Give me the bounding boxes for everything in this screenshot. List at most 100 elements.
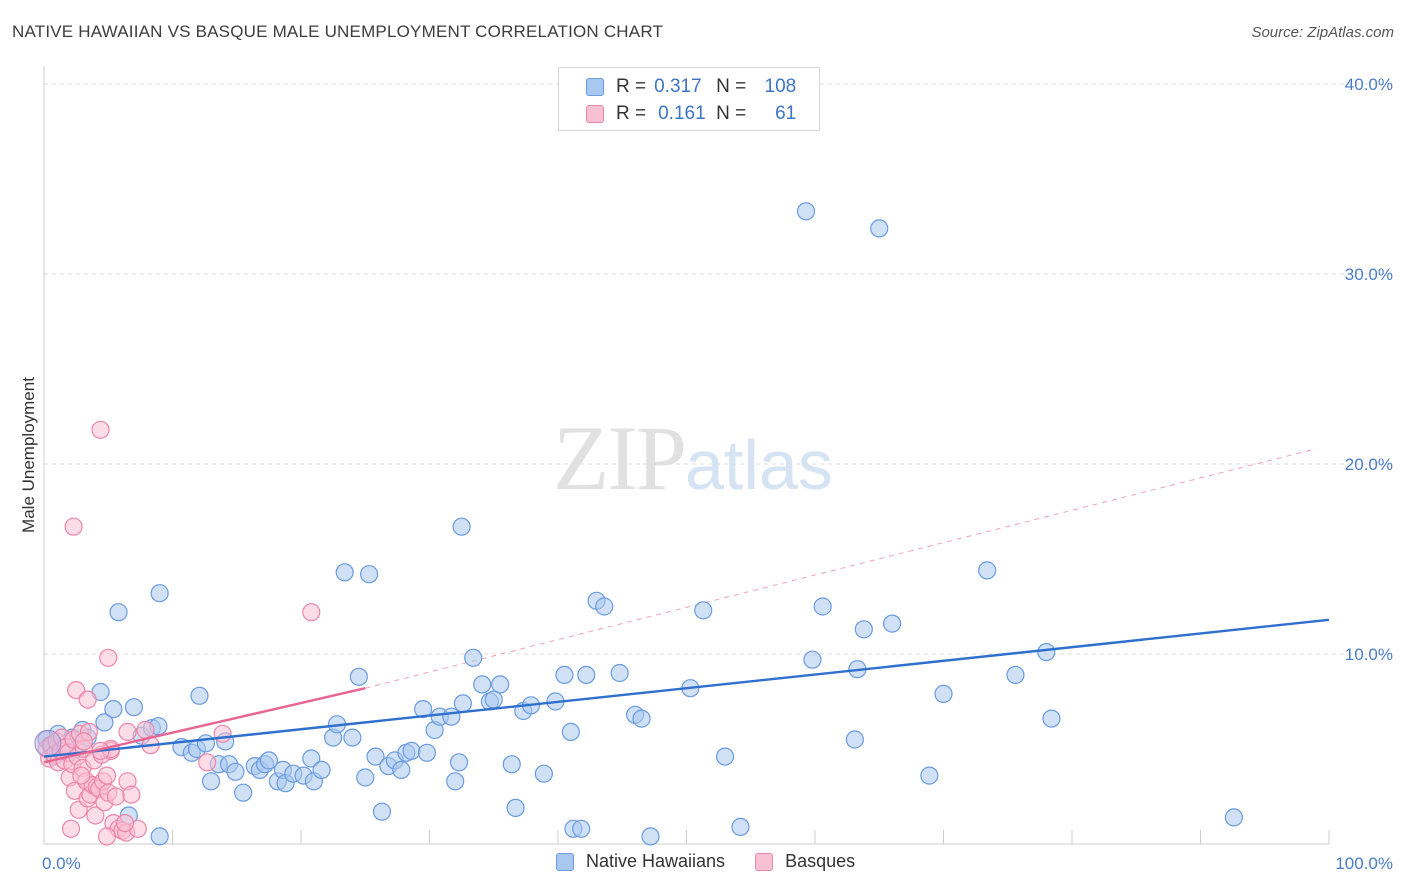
native-hawaiian-point xyxy=(534,764,553,783)
native-hawaiian-point xyxy=(803,650,822,669)
native-hawaiian-point xyxy=(302,749,321,768)
native-hawaiian-point xyxy=(104,699,123,719)
native-hawaiian-point xyxy=(234,783,253,802)
series-legend-native-hawaiians: Native Hawaiians xyxy=(556,851,725,872)
legend-n-value: 61 xyxy=(775,103,797,124)
tick-labels: 10.0% 20.0% 30.0% 40.0% 0.0% 100.0% xyxy=(42,75,1393,873)
native-hawaiian-point xyxy=(473,675,492,694)
basque-point xyxy=(115,813,135,833)
chart-title: NATIVE HAWAIIAN VS BASQUE MALE UNEMPLOYM… xyxy=(12,22,664,41)
basque-point xyxy=(61,819,81,838)
basque-point xyxy=(78,690,97,709)
watermark-atlas: atlas xyxy=(685,426,833,504)
native-hawaiian-point xyxy=(502,755,521,774)
points xyxy=(34,202,1330,846)
y-axis-title: Male Unemployment xyxy=(19,377,38,533)
native-hawaiian-point xyxy=(343,728,362,747)
native-hawaiian-point xyxy=(506,798,525,818)
native-hawaiian-point xyxy=(402,741,421,761)
basque-point xyxy=(198,753,217,772)
basque-point xyxy=(106,787,126,806)
x-tick-label: 0.0% xyxy=(42,854,81,873)
basque-point xyxy=(97,766,117,785)
native-hawaiian-point xyxy=(449,753,469,772)
series-legend-basques: Basques xyxy=(755,851,855,872)
native-hawaiian-point xyxy=(464,648,483,667)
legend-n-value: 108 xyxy=(764,76,797,97)
legend: R = 0.317 N = 108 R = 0.161 N = 61 xyxy=(558,67,820,131)
native-hawaiian-point xyxy=(109,603,128,622)
legend-r-value: 0.161 xyxy=(658,103,706,124)
grid xyxy=(44,83,1394,655)
basque-point xyxy=(72,766,91,785)
y-tick-label: 30.0% xyxy=(1345,265,1393,284)
basque-point xyxy=(64,517,83,536)
basque-point xyxy=(213,724,232,743)
legend-swatch-pink xyxy=(586,105,604,123)
basque-point xyxy=(97,827,117,846)
native-hawaiian-point xyxy=(366,747,385,766)
native-hawaiian-point xyxy=(715,747,735,766)
legend-row-native-hawaiians: R = 0.317 N = 108 xyxy=(559,74,796,100)
native-hawaiian-point xyxy=(452,517,471,536)
native-hawaiian-point xyxy=(150,827,169,846)
legend-r-label: R = xyxy=(616,76,647,97)
legend-n-label: N = xyxy=(716,103,747,124)
basque-point xyxy=(118,722,137,742)
native-hawaiian-point xyxy=(882,614,902,633)
native-hawaiian-point xyxy=(1037,642,1056,662)
trend-lines xyxy=(365,448,1317,689)
native-hawaiian-point xyxy=(854,620,873,639)
native-hawaiian-point xyxy=(572,819,591,838)
native-hawaiian-point xyxy=(610,663,629,683)
basque-point xyxy=(91,420,110,439)
native-hawaiian-point xyxy=(632,709,651,728)
native-hawaiian-point xyxy=(577,665,596,685)
native-hawaiian-point xyxy=(360,565,379,584)
native-hawaiian-point xyxy=(595,597,614,616)
series-swatch-blue xyxy=(556,852,574,871)
watermark: ZIPatlas xyxy=(553,405,833,511)
native-hawaiian-point xyxy=(491,675,510,694)
native-hawaiian-point xyxy=(561,722,580,742)
native-hawaiian-point xyxy=(442,707,461,726)
basque-trend-extension xyxy=(365,448,1317,689)
native-hawaiian-point xyxy=(196,734,216,753)
native-hawaiian-point xyxy=(226,762,245,781)
legend-r-label: R = xyxy=(616,103,647,124)
native-hawaiian-point xyxy=(1042,709,1061,728)
native-hawaiian-point xyxy=(190,686,209,705)
axes xyxy=(43,66,1330,845)
native-hawaiian-point xyxy=(413,699,433,719)
basque-point xyxy=(136,720,155,740)
native-hawaiian-point xyxy=(392,760,411,780)
native-hawaiian-point xyxy=(934,684,953,704)
native-hawaiian-point xyxy=(845,730,864,749)
native-hawaiian-point xyxy=(813,597,832,616)
legend-n-label: N = xyxy=(716,76,747,97)
native-hawaiian-point xyxy=(484,690,503,709)
native-hawaiian-point xyxy=(978,561,997,580)
native-hawaiian-point xyxy=(417,743,437,762)
legend-row-basques: R = 0.161 N = 61 xyxy=(559,101,796,127)
series-name: Native Hawaiians xyxy=(586,851,726,871)
series-legend: Native Hawaiians Basques xyxy=(556,851,885,872)
native-hawaiian-point xyxy=(796,202,816,221)
native-hawaiian-point xyxy=(335,563,354,582)
y-tick-label: 10.0% xyxy=(1345,645,1393,664)
native-hawaiian-point xyxy=(1224,808,1244,827)
native-hawaiian-point xyxy=(356,768,375,787)
basque-point xyxy=(122,785,141,804)
native-hawaiian-point xyxy=(349,667,368,686)
native-hawaiian-point xyxy=(870,219,889,238)
native-hawaiian-point xyxy=(731,817,750,837)
native-hawaiian-point xyxy=(453,694,473,713)
native-hawaiian-point xyxy=(446,772,465,791)
overlap-point xyxy=(34,729,62,757)
basque-point xyxy=(74,732,93,751)
y-tick-label: 20.0% xyxy=(1345,455,1393,474)
watermark-zip: ZIP xyxy=(553,407,687,509)
basque-trend-line xyxy=(43,687,366,764)
y-tick-label: 40.0% xyxy=(1345,75,1393,94)
legend-r-value: 0.317 xyxy=(654,76,702,97)
